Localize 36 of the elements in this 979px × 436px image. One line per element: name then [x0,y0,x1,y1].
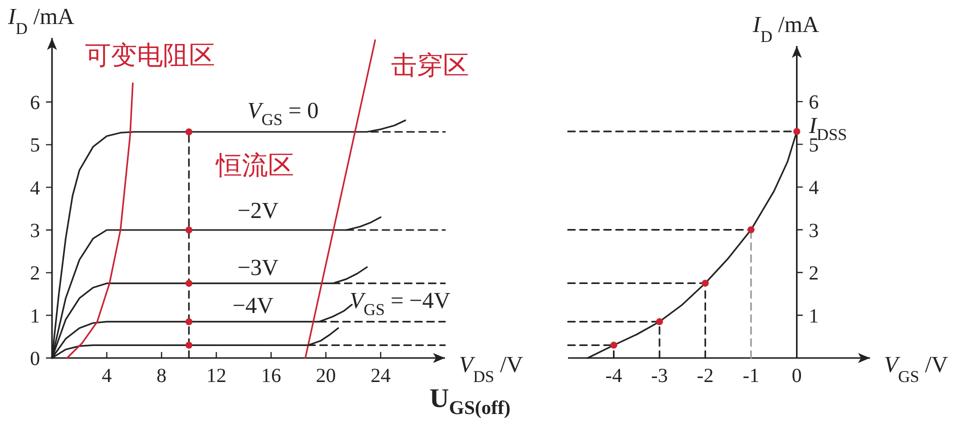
y-tick-label: 3 [30,220,40,242]
x-tick-label: 8 [156,365,167,387]
y-tick-label: 2 [30,262,40,285]
x-tick-label: -2 [696,365,714,387]
y-axis-title: I$_{D}$ /mA [752,12,820,46]
x-tick-label: -3 [651,365,668,387]
x-axis-title: V$_{GS}$ /V [884,352,948,386]
annotation: −2V [237,198,279,222]
annotation: V$_{GS}$ = 0 [247,98,319,129]
y-tick-label: 4 [808,177,819,200]
y-tick-label: 1 [808,305,819,328]
annotation: −4V [232,292,274,318]
y-tick-label: 4 [30,177,40,200]
x-axis-title: V$_{DS}$ /V [459,352,524,386]
text: U$_{GS(off)}$ [429,383,511,419]
y-tick-label: 6 [808,92,819,114]
y-tick-label: 6 [30,92,40,114]
x-tick-label: 16 [261,365,282,387]
y-tick-label: 3 [808,220,819,242]
y-tick-label: 1 [30,305,40,328]
annotation: 击穿区 [391,50,469,80]
y-tick-label: 0 [30,348,40,370]
x-tick-label: -1 [742,365,760,387]
x-tick-label: 20 [316,365,336,387]
x-tick-label: 12 [206,365,226,387]
annotation: −3V [237,254,279,280]
y-tick-label: 5 [30,134,40,157]
x-tick-label: 0 [792,365,802,387]
x-tick-label: 24 [370,365,391,387]
y-tick-label: 2 [808,262,819,285]
x-tick-label: 4 [102,365,112,387]
annotation: 恒流区 [215,150,294,180]
y-axis-title: I$_{D}$ /mA [7,4,75,38]
annotation: 可变电阻区 [85,40,215,70]
x-tick-label: -4 [605,365,622,387]
annotation: V$_{GS}$ = −4V [350,288,451,319]
